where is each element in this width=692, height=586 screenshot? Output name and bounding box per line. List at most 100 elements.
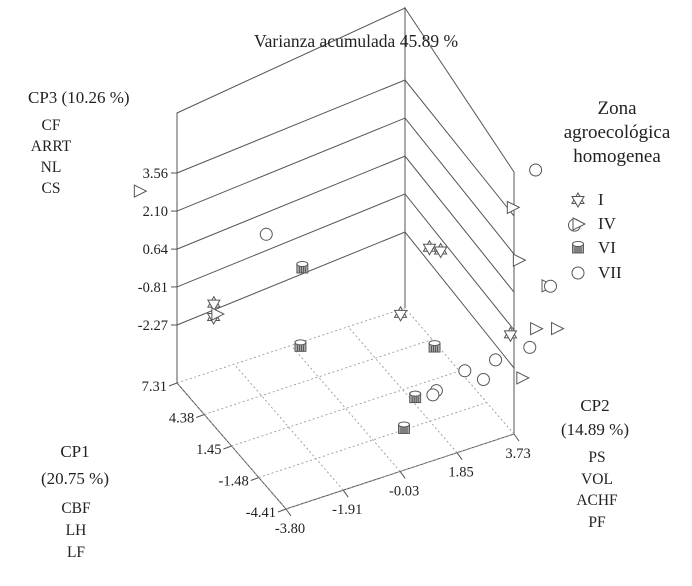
circle-shape: [458, 364, 472, 378]
cp3-tick-label: 0.64: [143, 242, 169, 258]
cp1-tick-label: -4.41: [246, 505, 276, 521]
legend-title: Zona: [597, 98, 637, 119]
cp1-tick-mark: [196, 414, 205, 418]
cp2-axis-percent: (14.89 %): [561, 420, 629, 439]
legend-entries: [571, 191, 587, 280]
cp2-tick-label: -3.80: [275, 521, 305, 537]
data-point-circle: [259, 227, 273, 241]
cp1-tick-mark: [277, 508, 287, 513]
box-front-floor-edges: [176, 382, 515, 510]
cp2-variable-label: PS: [588, 449, 605, 466]
cp1-tick-mark: [168, 382, 178, 387]
cp1-axis-label: CP1: [60, 442, 89, 461]
legend-entry-label: I: [598, 190, 604, 209]
data-point-circle: [476, 372, 490, 386]
cp3-tick-label: -0.81: [138, 280, 168, 296]
data-point-star-of-david: [503, 326, 518, 343]
circle-shape: [544, 279, 558, 293]
cp2-floor-gridline: [404, 307, 515, 435]
circle-shape: [529, 163, 543, 177]
triangle-shape: [512, 253, 527, 267]
cp3-tick-label: 3.56: [143, 166, 168, 182]
cylinder-top: [409, 390, 422, 397]
cp2-tick-label: 1.85: [448, 465, 473, 481]
cp1-tick-label: -1.48: [219, 474, 249, 490]
box-back-left-wall: [176, 7, 406, 383]
cp3-gridline: [176, 193, 515, 331]
cp3-gridline: [176, 79, 515, 217]
data-point-cylinder: [428, 340, 441, 353]
circle-icon: [571, 266, 585, 280]
cp2-tick-label: -0.03: [389, 483, 419, 499]
box-back-right-wall: [404, 6, 515, 434]
star-down-shape: [503, 330, 518, 343]
circle-shape: [426, 388, 440, 402]
cp3-gridline: [176, 155, 515, 293]
data-point-circle: [489, 353, 503, 367]
cp1-axis-percent: (20.75 %): [41, 469, 109, 488]
cp1-tick-label: 7.31: [142, 379, 167, 395]
legend-entry-label: VI: [598, 238, 616, 257]
cp2-variable-label: PF: [588, 514, 606, 531]
data-point-triangle-right: [211, 307, 225, 321]
cp2-tick-mark: [456, 452, 463, 461]
cp2-tick-mark: [342, 489, 349, 498]
cp3-tick-label: 2.10: [143, 204, 168, 220]
cp1-tick-label: 4.38: [169, 411, 194, 427]
data-point-cylinder: [294, 339, 307, 352]
triangle-shape: [133, 184, 148, 198]
triangle-shape: [516, 371, 530, 385]
cylinder-icon: [572, 241, 584, 254]
cp2-tick-mark: [285, 508, 292, 517]
cylinder-top: [294, 339, 307, 346]
cp2-tick-label: -1.91: [332, 502, 362, 518]
cp2-tick-mark: [399, 471, 406, 479]
data-point-star-of-david: [433, 242, 448, 259]
circle-shape: [489, 353, 503, 367]
cp1-floor-gridline: [231, 370, 460, 447]
circle-shape: [523, 340, 537, 354]
data-point-cylinder: [397, 421, 410, 434]
triangle-shape: [506, 200, 521, 215]
cp3-gridline: [176, 117, 515, 255]
cp1-variable-label: LH: [66, 522, 87, 539]
cp3-variable-label: ARRT: [31, 138, 72, 155]
cp1-variable-label: LF: [67, 544, 85, 561]
cp2-tick-mark: [513, 433, 520, 442]
data-point-star-of-david: [393, 305, 408, 322]
cp2-floor-gridline: [233, 363, 344, 491]
data-point-cylinder: [409, 390, 422, 404]
cp2-axis-label: CP2: [580, 396, 609, 415]
cp2-floor-gridline: [290, 345, 401, 472]
data-point-star-of-david: [422, 239, 437, 256]
cp2-tick-label: 3.73: [505, 446, 530, 462]
cp2-variable-label: ACHF: [576, 492, 618, 509]
data-point-circle: [529, 163, 543, 177]
cp1-variable-label: CBF: [61, 500, 91, 517]
cp2-floor-gridline: [176, 382, 287, 510]
data-point-triangle-right: [133, 184, 148, 198]
triangle-shape: [572, 217, 587, 231]
triangle-shape: [551, 321, 565, 336]
legend-entry-label: IV: [598, 214, 617, 233]
data-point-triangle-right: [512, 253, 527, 267]
tick-layer: 3.56 2.10 0.64 -0.81 -2.27 7.314.381.45 -1.48 -…: [138, 166, 531, 537]
cp1-tick-mark: [223, 445, 232, 450]
cp1-floor-gridline: [204, 339, 433, 415]
data-point-triangle-right: [530, 321, 544, 336]
cp2-variable-label: VOL: [581, 471, 613, 488]
star-down-shape: [571, 196, 585, 209]
triangle-shape: [211, 307, 225, 321]
circle-shape: [259, 227, 273, 241]
star-down-shape: [433, 246, 448, 259]
cp3-axis-label: CP3 (10.26 %): [28, 88, 130, 107]
box-layer: [176, 6, 515, 510]
cp3-tick-label: -2.27: [138, 318, 168, 334]
cylinder-top: [572, 241, 584, 247]
cp3-variable-label: CS: [42, 180, 61, 197]
data-point-triangle-right: [551, 321, 565, 336]
circle-shape: [571, 266, 585, 280]
cp1-tick-mark: [250, 477, 259, 481]
